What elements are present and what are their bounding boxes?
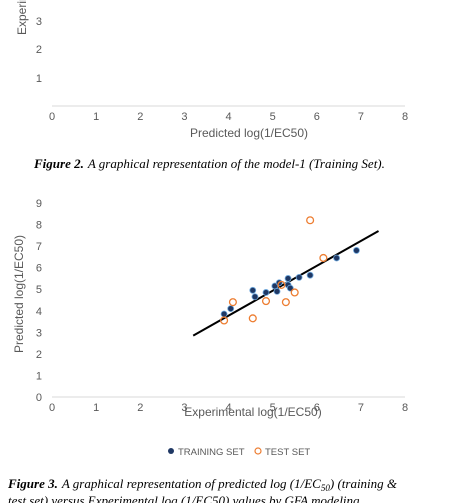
- chart2-y-tick-label: 0: [36, 392, 42, 404]
- chart2-y-tick-label: 1: [36, 370, 42, 382]
- training-point: [249, 286, 257, 294]
- chart1-x-tick-label: 7: [358, 111, 364, 123]
- chart-bottom: Predicted log(1/EC50) 0 1 2 3 4 5 6 7 8 9 0 1 2 3 4 5 6…: [12, 198, 408, 458]
- chart1-y-ticks: 1 2 3: [36, 16, 42, 85]
- figure3-caption-sub: 50: [321, 483, 331, 493]
- chart1-x-ticks: 0 1 2 3 4 5 6 7 8: [49, 111, 408, 123]
- chart2-y-tick-label: 4: [36, 306, 42, 318]
- training-point: [262, 289, 270, 296]
- test-point: [248, 314, 257, 323]
- chart2-y-tick-label: 8: [36, 220, 42, 232]
- figure3-caption-line2: test set) versus Experimental log (1/EC5…: [8, 493, 363, 503]
- chart2-y-tick-label: 6: [36, 263, 42, 275]
- chart1-x-axis-title: Predicted log(1/EC50): [190, 126, 308, 140]
- chart2-x-axis-title: Experimental log(1/EC50): [184, 405, 321, 419]
- chart2-y-tick-label: 7: [36, 241, 42, 253]
- test-point: [319, 253, 328, 263]
- chart1-x-tick-label: 5: [270, 111, 276, 123]
- chart2-x-tick-label: 3: [181, 402, 187, 414]
- test-point: [281, 298, 290, 307]
- chart1-x-tick-label: 4: [225, 111, 231, 123]
- training-point: [333, 254, 341, 262]
- chart1-x-tick-label: 2: [137, 111, 143, 123]
- chart2-y-ticks: 0 1 2 3 4 5 6 7 8 9: [36, 198, 42, 404]
- legend-training-label: TRAINING SET: [178, 447, 245, 458]
- chart2-x-tick-label: 4: [225, 402, 231, 414]
- chart1-x-tick-label: 0: [49, 111, 55, 123]
- chart2-x-tick-label: 7: [358, 402, 364, 414]
- chart1-x-tick-label: 1: [93, 111, 99, 123]
- chart2-y-tick-label: 3: [36, 327, 42, 339]
- chart2-y-tick-label: 9: [36, 198, 42, 210]
- chart2-x-tick-label: 6: [314, 402, 320, 414]
- training-point: [353, 247, 360, 254]
- training-point: [295, 273, 303, 281]
- chart2-x-ticks: 0 1 2 3 4 5 6 7 8: [49, 402, 408, 414]
- chart-top: Experiment 1 2 3 0 1 2 3 4 5 6 7 8 Predicted log(1…: [15, 0, 408, 140]
- chart2-y-axis-title: Predicted log(1/EC50): [12, 235, 26, 353]
- figure3-caption: Figure 3. A graphical representation of p…: [7, 476, 398, 493]
- chart2-points: [220, 216, 360, 325]
- test-point: [261, 297, 271, 306]
- chart1-x-tick-label: 8: [402, 111, 408, 123]
- chart1-y-axis-title: Experiment: [15, 0, 29, 35]
- chart1-y-tick-label: 3: [36, 16, 42, 28]
- chart2-legend: TRAINING SET TEST SET: [168, 447, 310, 458]
- training-point: [220, 310, 228, 318]
- figure3-caption-tail: ) (training &: [329, 476, 398, 491]
- training-point: [273, 287, 281, 295]
- figure2-caption-text: A graphical representation of the model-…: [87, 156, 385, 171]
- training-point: [227, 305, 235, 313]
- chart1-y-tick-label: 2: [36, 44, 42, 56]
- training-point: [251, 293, 259, 301]
- chart2-x-tick-label: 0: [49, 402, 55, 414]
- training-point: [284, 275, 292, 282]
- chart1-x-tick-label: 3: [181, 111, 187, 123]
- figure2-caption: Figure 2. A graphical representation of t…: [33, 156, 385, 171]
- test-point: [306, 216, 315, 225]
- figure2-caption-label: Figure 2.: [33, 156, 84, 171]
- figure3-caption-text: A graphical representation of predicted …: [61, 476, 321, 491]
- chart2-x-tick-label: 8: [402, 402, 408, 414]
- figure3-caption-label: Figure 3.: [7, 476, 58, 491]
- chart2-y-tick-label: 5: [36, 284, 42, 296]
- legend-test-label: TEST SET: [265, 447, 310, 458]
- test-point: [228, 298, 237, 307]
- test-point: [277, 280, 286, 289]
- training-point: [306, 271, 314, 279]
- chart2-x-tick-label: 2: [137, 402, 143, 414]
- test-point: [220, 316, 229, 325]
- legend-training-marker: [168, 448, 174, 454]
- chart1-x-tick-label: 6: [314, 111, 320, 123]
- chart2-y-tick-label: 2: [36, 349, 42, 361]
- chart2-x-tick-label: 5: [270, 402, 276, 414]
- chart2-x-tick-label: 1: [93, 402, 99, 414]
- chart1-y-tick-label: 1: [36, 73, 42, 85]
- test-point: [290, 288, 299, 297]
- legend-test-marker: [254, 447, 262, 455]
